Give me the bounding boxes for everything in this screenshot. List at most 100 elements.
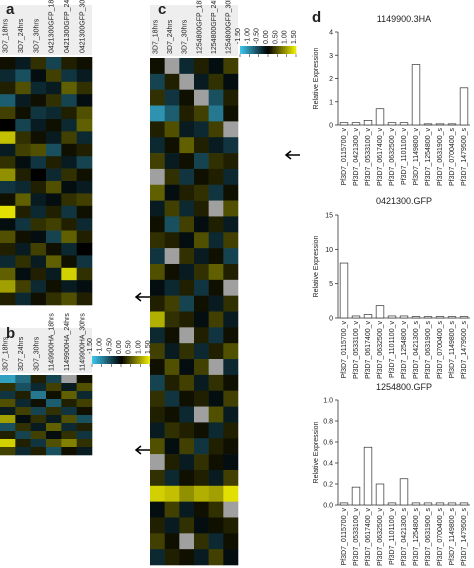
heatmap-cell <box>0 69 16 83</box>
heatmap-cell <box>164 121 180 138</box>
colorbar-segment <box>266 46 269 54</box>
colorbar-segment <box>138 356 141 364</box>
x-tick-label: Pf3D7_0617400_v <box>377 128 384 186</box>
heatmap-cell <box>46 439 62 448</box>
heatmap-cell <box>61 119 77 132</box>
colorbar-segment <box>277 46 280 54</box>
heatmap-cell <box>150 248 165 265</box>
colorbar-segment <box>124 356 128 364</box>
column-label: 3D7_24hrs <box>18 336 25 371</box>
colorbar-segment <box>273 46 276 54</box>
colorbar-segment <box>245 46 248 54</box>
heatmap-cell <box>179 454 195 471</box>
column-label: 3D7_18hrs <box>3 18 10 53</box>
heatmap-cell <box>15 243 31 256</box>
heatmap-cell <box>46 218 62 231</box>
heatmap-cell <box>76 94 93 107</box>
heatmap-cell <box>46 168 62 182</box>
heatmap-cell <box>61 375 77 384</box>
heatmap-cell <box>208 137 224 154</box>
heatmap-cell <box>223 343 239 360</box>
heatmap-cell <box>15 94 31 107</box>
heatmap-cell <box>61 255 77 269</box>
heatmap-cell <box>61 431 77 440</box>
bar <box>339 502 349 506</box>
x-tick-label: Pf3D7_1149800_s <box>449 321 456 379</box>
heatmap-cell <box>46 375 62 384</box>
heatmap-cell <box>61 94 77 107</box>
heatmap-cell <box>76 106 93 120</box>
x-tick-label: Pf3D7_0533100_v <box>365 128 372 186</box>
x-tick-label: Pf3D7_0631900_s <box>425 321 432 379</box>
heatmap-cell <box>164 184 180 201</box>
heatmap-cell <box>194 422 209 439</box>
heatmap-cell <box>46 267 62 281</box>
heatmap-cell <box>194 295 209 312</box>
heatmap-cell <box>0 399 16 408</box>
colorbar-segment <box>284 46 287 54</box>
heatmap-cell <box>179 105 195 122</box>
heatmap-cell <box>194 549 209 566</box>
x-tick-label: Pf3D7_0115700_v <box>341 508 348 566</box>
heatmap-cell <box>179 58 195 75</box>
x-tick-label: Pf3D7_0421300_s <box>413 321 420 379</box>
heatmap-cell <box>0 280 16 293</box>
x-tick-label: Pf3D7_0617400_v <box>365 321 372 379</box>
heatmap-cell <box>208 216 224 233</box>
heatmap-cell <box>46 399 62 408</box>
colorbar-segment <box>269 46 273 54</box>
heatmap-cell <box>150 533 165 550</box>
heatmap-cell <box>164 533 180 550</box>
heatmap-cell <box>46 131 62 145</box>
heatmap-cell <box>223 153 239 170</box>
heatmap-cell <box>179 184 195 201</box>
heatmap-cell <box>61 218 77 231</box>
header-background <box>0 5 92 55</box>
heatmap-cell <box>76 423 93 432</box>
y-tick-label: 0.8 <box>323 419 333 426</box>
colorbar-segment <box>262 46 265 54</box>
colorbar-tick-label: 0.00 <box>263 30 270 44</box>
heatmap-cell <box>164 89 180 106</box>
heatmap-cell <box>150 216 165 233</box>
heatmap-cell <box>223 89 239 106</box>
heatmap-cell <box>30 156 47 169</box>
column-label: 1254800GFP_30hrs <box>226 0 233 54</box>
heatmap-cell <box>61 383 77 392</box>
colorbar-segment <box>93 356 97 364</box>
colorbar-segment <box>115 356 118 364</box>
column-label: 1254800GFP_24hrs <box>211 0 218 54</box>
heatmap-cell <box>76 415 93 424</box>
heatmap-cell <box>223 168 239 186</box>
heatmap-cell <box>208 469 224 487</box>
heatmap-cell <box>150 374 165 392</box>
heatmap-cell <box>164 153 180 170</box>
heatmap-cell <box>223 279 239 296</box>
heatmap-cell <box>0 193 16 207</box>
heatmap-cell <box>179 469 195 487</box>
y-tick-label: 4 <box>329 30 333 37</box>
heatmap-cell <box>150 73 165 90</box>
heatmap-cell <box>0 94 16 107</box>
heatmap-cell <box>194 73 209 90</box>
heatmap-cell <box>61 131 77 145</box>
heatmap-cell <box>208 232 224 249</box>
heatmap-cell <box>15 383 31 392</box>
heatmap-cell <box>15 423 31 432</box>
x-tick-label: Pf3D7_0632500_v <box>377 321 384 379</box>
colorbar-segment <box>117 356 120 364</box>
colorbar-segment <box>113 356 116 364</box>
heatmap-cell <box>223 406 239 423</box>
heatmap-cell <box>150 469 165 487</box>
heatmap-cell <box>208 73 224 90</box>
colorbar-segment <box>134 356 137 364</box>
heatmap-cell <box>150 58 165 75</box>
y-axis-label: Relative Expression <box>313 47 320 109</box>
heatmap-cell <box>164 105 180 122</box>
heatmap-cell <box>61 391 77 400</box>
heatmap-cell <box>164 517 180 534</box>
heatmap-cell <box>179 549 195 566</box>
heatmap-cell <box>46 69 62 83</box>
bar <box>339 262 349 319</box>
